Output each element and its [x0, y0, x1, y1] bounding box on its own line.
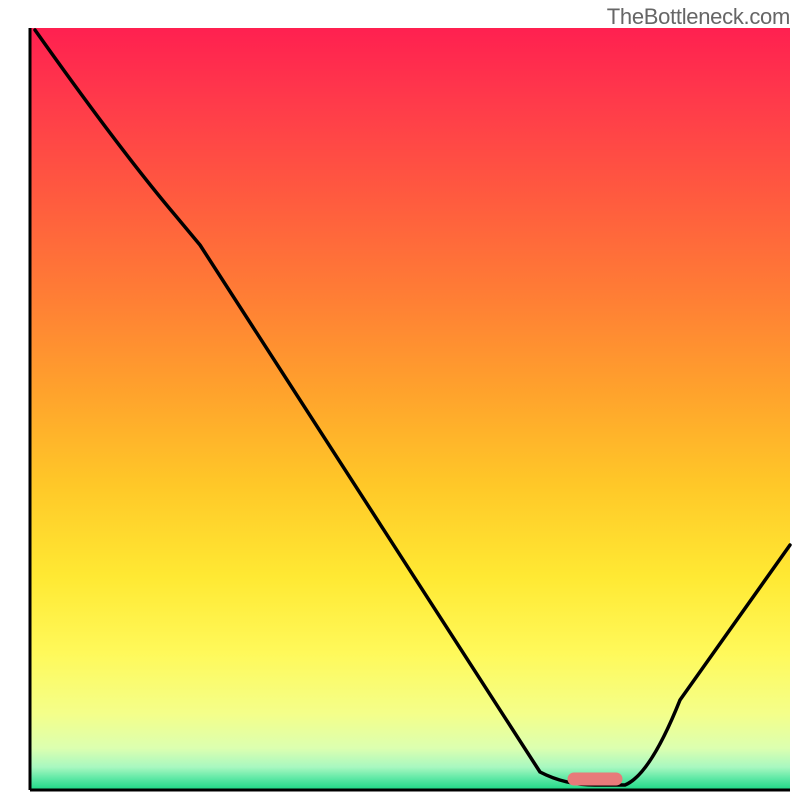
bottleneck-chart-svg: [0, 0, 800, 800]
gradient-background: [30, 28, 790, 790]
bottleneck-chart-container: TheBottleneck.com: [0, 0, 800, 800]
watermark-text: TheBottleneck.com: [607, 4, 790, 30]
optimal-marker: [568, 773, 623, 786]
